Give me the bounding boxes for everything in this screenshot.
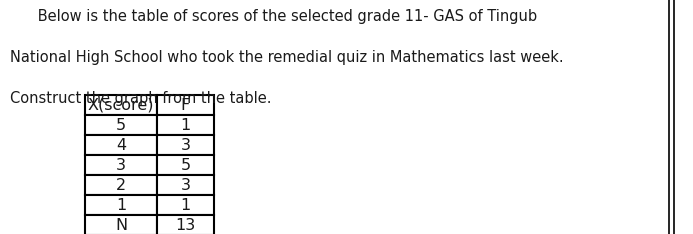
- Text: 3: 3: [180, 178, 191, 193]
- Text: Below is the table of scores of the selected grade 11- GAS of Tingub: Below is the table of scores of the sele…: [10, 9, 538, 24]
- Text: 2: 2: [116, 178, 126, 193]
- Text: F: F: [181, 98, 190, 113]
- Text: 3: 3: [180, 138, 191, 153]
- Bar: [85, 95, 157, 115]
- Text: 4: 4: [116, 138, 126, 153]
- Text: 1: 1: [180, 197, 191, 212]
- Bar: [85, 135, 157, 155]
- Text: X(score): X(score): [88, 98, 155, 113]
- Bar: [157, 95, 214, 115]
- Text: Construct the graph from the table.: Construct the graph from the table.: [10, 91, 272, 106]
- Text: 1: 1: [116, 197, 126, 212]
- Bar: [157, 135, 214, 155]
- Bar: [85, 175, 157, 195]
- Text: 5: 5: [116, 117, 126, 132]
- Text: 13: 13: [175, 217, 195, 233]
- Text: National High School who took the remedial quiz in Mathematics last week.: National High School who took the remedi…: [10, 50, 564, 65]
- Text: 1: 1: [180, 117, 191, 132]
- Bar: [85, 195, 157, 215]
- Bar: [157, 175, 214, 195]
- Bar: [157, 115, 214, 135]
- Bar: [85, 215, 157, 234]
- Bar: [85, 155, 157, 175]
- Text: 3: 3: [116, 157, 126, 172]
- Bar: [157, 155, 214, 175]
- Text: 5: 5: [180, 157, 191, 172]
- Bar: [85, 115, 157, 135]
- Bar: [157, 215, 214, 234]
- Text: N: N: [115, 217, 127, 233]
- Bar: [157, 195, 214, 215]
